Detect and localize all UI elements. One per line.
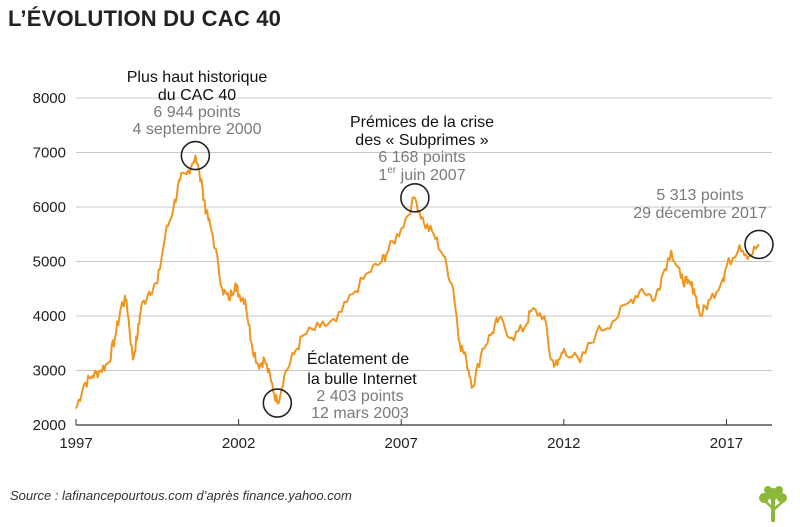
y-tick-label-5000: 5000 [33, 254, 66, 271]
x-tick-label-2002: 2002 [222, 435, 255, 452]
annotation-end-2017-points: 5 313 points [656, 187, 743, 204]
annotation-peak-2007-date: 1er juin 2007 [378, 165, 465, 184]
x-axis-ticks: 1997 2002 2007 2012 2017 [59, 419, 743, 452]
annotation-low-2003-line2: la bulle Internet [307, 371, 417, 388]
series-line-cac40 [75, 154, 760, 409]
annotation-peak-2000-line1: Plus haut historique [127, 69, 268, 86]
source-note: Source : lafinancepourtous.com d’après f… [10, 488, 352, 503]
annotation-peak-2000-line2: du CAC 40 [158, 87, 236, 104]
annotation-peak-2007-line1: Prémices de la crise [350, 114, 494, 131]
annotation-peak-2000-points: 6 944 points [153, 104, 240, 121]
x-tick-label-1997: 1997 [59, 435, 92, 452]
marker-circle-low-2003 [262, 388, 293, 418]
chart-title: L’ÉVOLUTION DU CAC 40 [8, 6, 282, 31]
x-tick-label-2012: 2012 [547, 435, 580, 452]
y-tick-label-3000: 3000 [33, 363, 66, 380]
annotation-low-2003-points: 2 403 points [316, 388, 403, 405]
annotation-peak-2000-date: 4 septembre 2000 [133, 121, 262, 138]
marker-circle-end-2017 [744, 229, 774, 260]
annotation-low-2003-line1: Éclatement de [307, 349, 409, 368]
y-tick-label-4000: 4000 [33, 308, 66, 325]
x-tick-label-2017: 2017 [710, 435, 743, 452]
cac40-line-chart: 2000 3000 4000 5000 6000 7000 8000 1997 2002 200… [33, 69, 774, 452]
gridlines [76, 97, 772, 371]
annotation-low-2003-date: 12 mars 2003 [311, 405, 409, 422]
y-tick-label-7000: 7000 [33, 145, 66, 162]
y-tick-label-2000: 2000 [33, 417, 66, 434]
annotation-end-2017-date: 29 décembre 2017 [633, 205, 767, 222]
tree-icon [759, 486, 787, 522]
annotation-peak-2007-line2: des « Subprimes » [355, 132, 489, 149]
y-tick-label-8000: 8000 [33, 90, 66, 107]
y-tick-label-6000: 6000 [33, 199, 66, 216]
annotations: Plus haut historique du CAC 40 6 944 poi… [127, 69, 774, 422]
annotation-peak-2007-points: 6 168 points [378, 149, 465, 166]
marker-circle-peak-2007 [400, 183, 430, 213]
marker-circle-peak-2000 [180, 140, 211, 171]
y-axis-ticks: 2000 3000 4000 5000 6000 7000 8000 [33, 90, 66, 434]
x-tick-label-2007: 2007 [385, 435, 418, 452]
